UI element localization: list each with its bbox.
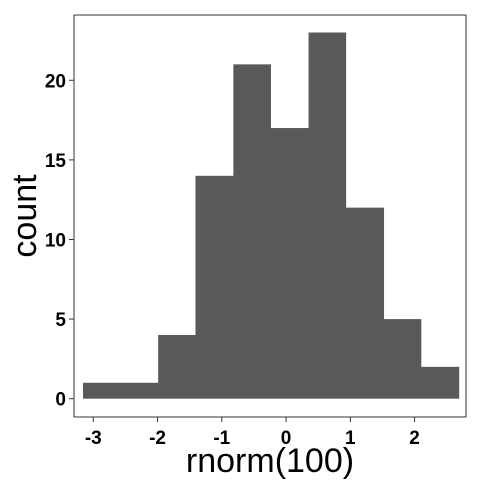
histogram-bar-5: [270, 128, 309, 399]
histogram-bar-7: [345, 207, 385, 399]
histogram-bar-9: [421, 366, 460, 399]
x-tick-label: 0: [281, 428, 292, 449]
bars-group: [83, 32, 460, 399]
y-axis-title: count: [6, 174, 44, 258]
x-tick-label: -2: [149, 428, 166, 449]
y-axis: 0 5 10 15 20: [45, 71, 74, 411]
histogram-bar-3: [195, 175, 234, 399]
histogram-bar-0: [83, 382, 121, 399]
x-tick-label: -3: [85, 428, 102, 449]
y-tick-label: 0: [55, 390, 66, 411]
x-tick-label: 1: [345, 428, 356, 449]
histogram-bar-2: [158, 335, 196, 399]
histogram-bar-1: [120, 382, 159, 399]
y-tick-label: 5: [55, 310, 66, 331]
y-tick-label: 20: [45, 71, 66, 92]
x-axis: -3 -2 -1 0 1 2: [85, 417, 420, 449]
histogram-bar-4: [233, 64, 271, 399]
histogram-bar-8: [383, 319, 422, 399]
y-tick-label: 10: [45, 230, 66, 251]
x-tick-label: 2: [409, 428, 420, 449]
x-tick-label: -1: [213, 428, 230, 449]
x-axis-title: rnorm(100): [186, 442, 354, 480]
y-tick-label: 15: [45, 151, 67, 172]
histogram-bar-6: [308, 32, 347, 399]
